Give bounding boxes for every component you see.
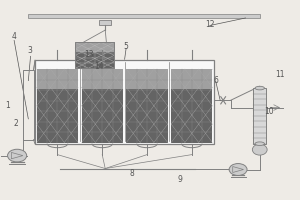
Bar bbox=[171, 88, 212, 143]
Bar bbox=[28, 14, 260, 18]
Bar bbox=[75, 42, 114, 52]
Bar bbox=[99, 20, 111, 25]
Bar bbox=[126, 88, 168, 143]
Bar bbox=[82, 69, 123, 89]
Text: 1: 1 bbox=[5, 101, 10, 110]
Ellipse shape bbox=[255, 142, 264, 145]
Text: 6: 6 bbox=[213, 76, 218, 85]
Bar bbox=[23, 70, 34, 140]
Text: 9: 9 bbox=[177, 175, 182, 184]
Text: 11: 11 bbox=[275, 70, 285, 79]
Text: 13: 13 bbox=[84, 50, 94, 59]
Bar bbox=[75, 42, 114, 68]
Bar bbox=[37, 69, 78, 89]
Bar bbox=[82, 88, 123, 143]
Bar bbox=[171, 69, 212, 89]
Ellipse shape bbox=[252, 144, 267, 155]
Bar bbox=[126, 69, 168, 89]
Ellipse shape bbox=[255, 86, 264, 90]
Text: 5: 5 bbox=[124, 42, 128, 51]
Bar bbox=[75, 42, 114, 68]
Text: 2: 2 bbox=[14, 119, 19, 128]
Text: 3: 3 bbox=[28, 46, 32, 55]
Bar bbox=[35, 60, 214, 144]
Circle shape bbox=[229, 164, 247, 175]
Text: 10: 10 bbox=[265, 107, 274, 116]
Circle shape bbox=[8, 149, 27, 162]
Text: 12: 12 bbox=[205, 20, 214, 29]
Bar bbox=[253, 88, 266, 144]
Text: 4: 4 bbox=[12, 32, 16, 41]
Text: 8: 8 bbox=[130, 169, 134, 178]
Text: 14: 14 bbox=[94, 62, 104, 71]
Bar bbox=[75, 52, 114, 68]
Bar bbox=[37, 88, 78, 143]
